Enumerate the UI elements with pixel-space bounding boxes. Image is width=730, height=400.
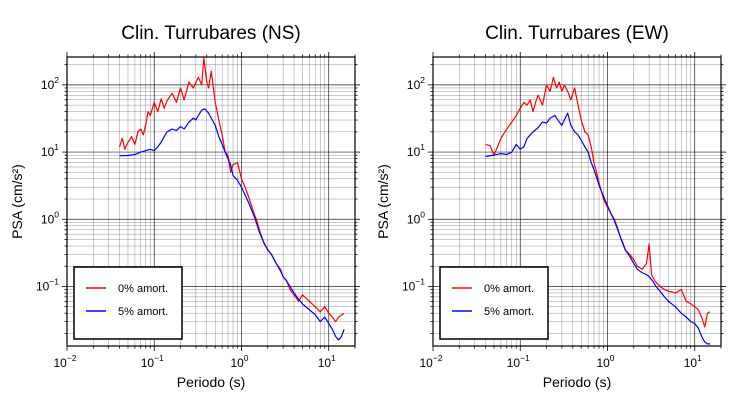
y-tick-label: 10−1: [36, 276, 59, 293]
x-tick-label: 100: [230, 353, 248, 370]
legend-label-damped: 5% amort.: [484, 306, 534, 318]
plot-frame: [432, 56, 722, 347]
legend: 0% amort. 5% amort.: [73, 266, 183, 340]
x-axis-label: Periodo (s): [543, 374, 611, 390]
legend-label-undamped: 0% amort.: [118, 283, 168, 295]
chart-panel-ew: 10−2 10−1 100 101 10−1 100 101 102 Clin. Turruba…: [375, 23, 726, 390]
y-tick-label: 102: [41, 75, 59, 92]
series-line-damped: [119, 108, 345, 341]
y-tick-label: 100: [407, 209, 425, 226]
chart-panel-ns: 10−2 10−1 100 101 10−1 100 101 102 Clin. Turruba…: [9, 23, 360, 390]
x-tick-label: 101: [684, 353, 702, 370]
y-tick-label: 102: [407, 75, 425, 92]
y-tick-label: 101: [407, 142, 425, 159]
x-tick-label: 10−2: [53, 353, 76, 370]
legend-label-undamped: 0% amort.: [484, 283, 534, 295]
chart-title: Clin. Turrubares (NS): [121, 23, 301, 44]
legend: 0% amort. 5% amort.: [439, 266, 549, 340]
y-axis-label: PSA (cm/s²): [9, 164, 25, 239]
series-line-damped: [485, 112, 711, 345]
series-line-undamped: [485, 76, 711, 328]
axis-ticks: [428, 52, 726, 351]
plot-frame: [66, 56, 356, 347]
series-line-undamped: [118, 57, 345, 323]
y-tick-label: 100: [41, 209, 59, 226]
legend-label-damped: 5% amort.: [118, 306, 168, 318]
x-tick-label: 101: [318, 353, 336, 370]
y-tick-label: 101: [41, 142, 59, 159]
legend-box: [73, 266, 183, 340]
axis-ticks: [62, 52, 360, 351]
chart-title: Clin. Turrubares (EW): [485, 23, 669, 44]
legend-box: [439, 266, 549, 340]
x-tick-label: 10−2: [419, 353, 442, 370]
x-tick-label: 10−1: [507, 353, 530, 370]
y-axis-label: PSA (cm/s²): [375, 164, 391, 239]
x-tick-label: 10−1: [141, 353, 164, 370]
x-axis-label: Periodo (s): [177, 374, 245, 390]
x-tick-label: 100: [596, 353, 614, 370]
y-tick-label: 10−1: [402, 276, 425, 293]
